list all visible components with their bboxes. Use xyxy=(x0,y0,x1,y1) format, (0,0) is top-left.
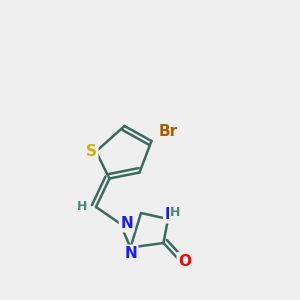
Text: O: O xyxy=(178,254,191,268)
Text: N: N xyxy=(124,246,137,261)
Text: Br: Br xyxy=(158,124,178,140)
Text: H: H xyxy=(77,200,88,214)
Text: N: N xyxy=(165,207,177,222)
Text: N: N xyxy=(120,216,133,231)
Text: S: S xyxy=(86,144,97,159)
Text: H: H xyxy=(170,206,181,219)
